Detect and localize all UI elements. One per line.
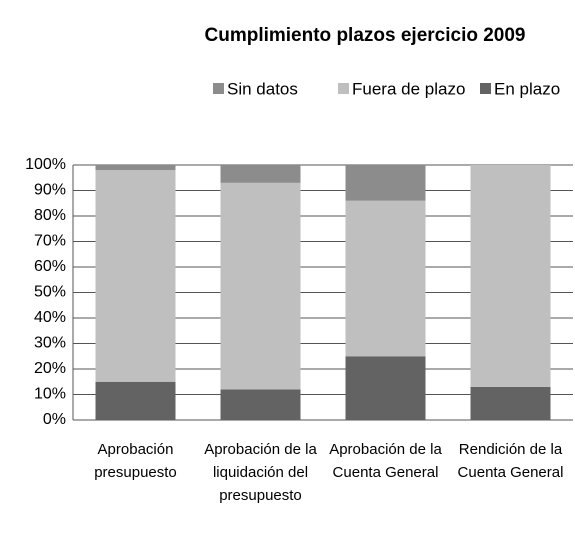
bar-segment bbox=[470, 386, 551, 420]
y-tick-label: 40% bbox=[34, 309, 66, 326]
legend-label: Fuera de plazo bbox=[352, 79, 465, 98]
y-tick-label: 10% bbox=[34, 386, 66, 403]
bar-segment bbox=[95, 381, 176, 420]
y-tick-label: 100% bbox=[25, 156, 66, 173]
bar-segment bbox=[220, 182, 301, 390]
y-tick-label: 30% bbox=[34, 335, 66, 352]
x-tick-label: Aprobación de la liquidación del presupu… bbox=[204, 441, 317, 504]
chart-title: Cumplimiento plazos ejercicio 2009 bbox=[205, 25, 526, 46]
bar-segment bbox=[345, 200, 426, 357]
legend-label: En plazo bbox=[494, 79, 560, 98]
legend-label: Sin datos bbox=[227, 79, 298, 98]
x-tick-label: Aprobación de la Cuenta General bbox=[329, 441, 442, 481]
bar-segment bbox=[220, 389, 301, 420]
bar-segment bbox=[95, 170, 176, 382]
bar-segment bbox=[345, 356, 426, 420]
legend-swatch bbox=[213, 83, 224, 94]
bar-segment bbox=[470, 165, 551, 387]
bar-segment bbox=[220, 165, 301, 183]
y-tick-label: 20% bbox=[34, 360, 66, 377]
legend-swatch bbox=[480, 83, 491, 94]
bar-segment bbox=[345, 165, 426, 201]
y-tick-label: 0% bbox=[43, 411, 66, 428]
y-tick-label: 70% bbox=[34, 233, 66, 250]
legend-swatch bbox=[338, 83, 349, 94]
y-tick-label: 50% bbox=[34, 284, 66, 301]
y-tick-label: 60% bbox=[34, 258, 66, 275]
y-tick-label: 80% bbox=[34, 207, 66, 224]
x-tick-label: Aprobación presupuesto bbox=[94, 441, 177, 481]
x-tick-label: Rendición de la Cuenta General bbox=[457, 441, 564, 481]
bar-segment bbox=[95, 165, 176, 171]
y-tick-label: 90% bbox=[34, 182, 66, 199]
